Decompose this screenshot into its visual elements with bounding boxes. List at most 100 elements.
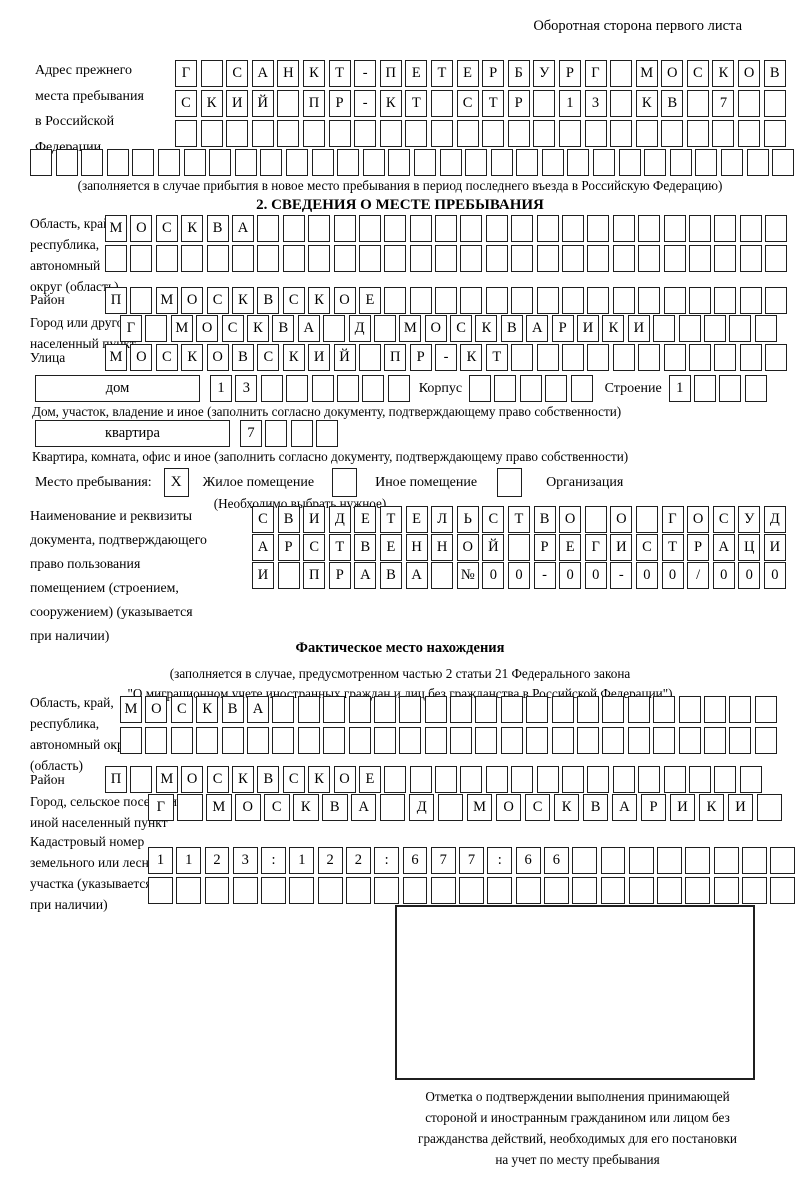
char-cell: К — [292, 794, 319, 821]
char-cell — [487, 877, 513, 904]
stay-option-org-label: Организация — [546, 474, 624, 490]
char-cell — [409, 287, 432, 314]
char-cell — [739, 215, 762, 242]
char-cell: Р — [482, 60, 505, 87]
char-cell: 0 — [712, 562, 735, 589]
char-cell: С — [450, 315, 473, 342]
char-cell — [437, 794, 464, 821]
char-cell: О — [181, 287, 204, 314]
char-cell: П — [303, 562, 326, 589]
char-cell — [459, 877, 484, 904]
char-cell — [713, 877, 739, 904]
char-cell: О — [181, 766, 204, 793]
char-cell — [663, 215, 686, 242]
char-cell — [756, 794, 783, 821]
char-cell — [612, 766, 635, 793]
char-cell: А — [611, 794, 638, 821]
prev-address-note: (заполняется в случае прибытия в новое м… — [77, 178, 723, 193]
char-cell — [739, 287, 762, 314]
char-cell — [181, 245, 204, 272]
kvartira-caption: Квартира, комната, офис и иное (заполнит… — [32, 449, 629, 464]
char-cell — [323, 315, 346, 342]
char-cell — [333, 215, 356, 242]
char-cell — [348, 696, 371, 723]
char-cell: 7 — [712, 90, 735, 117]
char-cell: С — [303, 534, 326, 561]
char-cell — [226, 120, 249, 147]
char-cell — [460, 215, 483, 242]
char-cell — [685, 847, 711, 874]
char-cell: К — [308, 287, 331, 314]
char-cell — [551, 727, 574, 754]
char-cell: И — [303, 506, 326, 533]
char-cell: П — [105, 766, 127, 793]
char-cell: - — [610, 562, 633, 589]
char-cell: О — [610, 506, 633, 533]
doc-label-line: право пользования — [30, 556, 141, 571]
char-cell: М — [105, 215, 127, 242]
char-cell — [409, 245, 432, 272]
char-cell — [729, 315, 752, 342]
char-cell: И — [627, 315, 650, 342]
char-cell: Л — [431, 506, 454, 533]
char-cell — [30, 149, 52, 176]
kadastr-row-2 — [148, 877, 796, 904]
char-cell — [763, 120, 786, 147]
char-cell — [577, 727, 600, 754]
char-cell — [712, 120, 735, 147]
char-cell — [587, 287, 610, 314]
char-cell: Н — [431, 534, 454, 561]
char-cell — [257, 215, 280, 242]
char-cell — [388, 149, 411, 176]
char-cell — [714, 344, 737, 371]
char-cell: В — [321, 794, 348, 821]
char-cell: Р — [558, 60, 581, 87]
char-cell: К — [200, 90, 223, 117]
char-cell — [232, 877, 258, 904]
char-cell: С — [456, 90, 479, 117]
char-cell — [485, 245, 508, 272]
char-cell: К — [553, 794, 580, 821]
char-cell — [644, 149, 667, 176]
char-cell — [653, 696, 676, 723]
char-cell — [770, 847, 796, 874]
char-cell — [132, 149, 155, 176]
char-cell — [765, 344, 788, 371]
stamp-caption-line: стороной и иностранным гражданином или л… — [425, 1110, 730, 1125]
char-cell — [703, 696, 726, 723]
char-cell — [246, 727, 269, 754]
char-cell — [439, 149, 462, 176]
char-cell — [739, 344, 762, 371]
char-cell: Й — [482, 534, 505, 561]
char-cell: Т — [328, 534, 351, 561]
char-cell: 0 — [738, 562, 761, 589]
char-cell — [435, 215, 458, 242]
char-cell: О — [424, 315, 447, 342]
prev-address-label: Адрес прежнего места пребывания в Россий… — [35, 58, 144, 160]
char-cell: Е — [405, 506, 428, 533]
char-cell: 1 — [148, 847, 173, 874]
char-cell: : — [261, 847, 287, 874]
char-cell: Й — [251, 90, 274, 117]
char-cell — [541, 149, 564, 176]
char-cell — [311, 375, 334, 402]
char-cell: П — [105, 287, 127, 314]
char-cell — [602, 696, 625, 723]
char-cell — [519, 375, 542, 402]
char-cell — [435, 766, 458, 793]
char-cell — [533, 120, 556, 147]
char-cell: 2 — [345, 847, 371, 874]
char-cell — [106, 149, 129, 176]
char-cell — [362, 375, 385, 402]
doc-label-line: сооружением) (указывается — [30, 604, 193, 619]
char-cell — [610, 60, 633, 87]
char-cell: П — [384, 344, 407, 371]
char-cell: Й — [333, 344, 356, 371]
char-cell — [635, 506, 658, 533]
prev-address-row-3 — [175, 120, 786, 147]
kvartira-fieldbox: квартира — [35, 420, 230, 447]
char-cell — [494, 375, 517, 402]
char-cell — [175, 120, 197, 147]
